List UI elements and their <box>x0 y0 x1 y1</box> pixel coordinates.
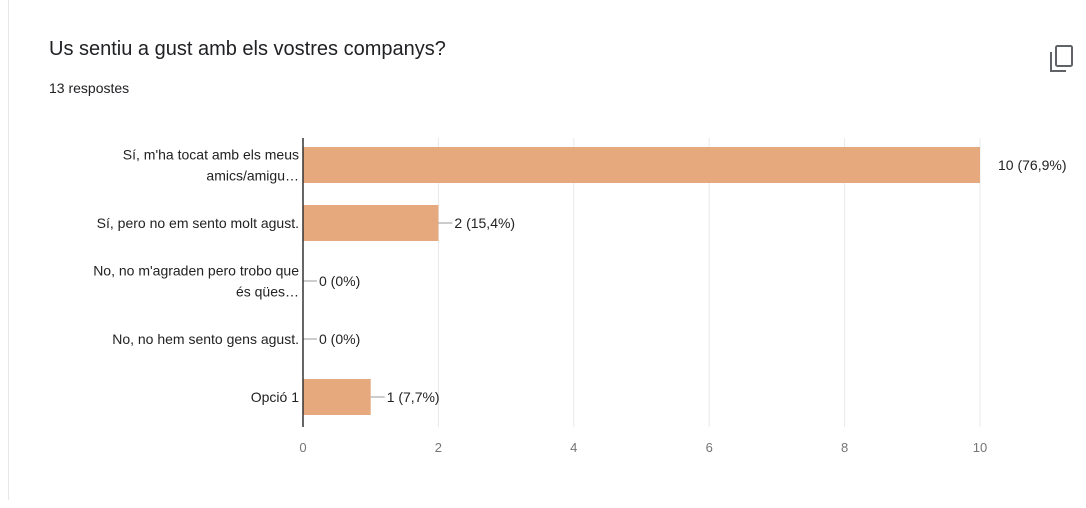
bar <box>303 205 439 241</box>
category-label: Sí, m'ha tocat amb els meus <box>123 147 299 163</box>
category-label: Opció 1 <box>251 389 299 405</box>
data-label: 1 (7,7%) <box>387 389 440 405</box>
bar <box>303 147 980 183</box>
question-card: Us sentiu a gust amb els vostres company… <box>8 0 1080 500</box>
copy-chart-button[interactable] <box>1043 40 1079 76</box>
bar <box>303 379 371 415</box>
data-label: 2 (15,4%) <box>454 215 515 231</box>
data-label: 10 (76,9%) <box>998 157 1066 173</box>
x-tick-label: 8 <box>841 440 848 455</box>
x-tick-label: 2 <box>435 440 442 455</box>
category-label: Sí, pero no em sento molt agust. <box>97 215 299 231</box>
copy-icon <box>1050 45 1073 72</box>
data-label: 0 (0%) <box>319 331 360 347</box>
category-label: és qües… <box>236 284 299 300</box>
data-label: 0 (0%) <box>319 273 360 289</box>
x-tick-label: 6 <box>706 440 713 455</box>
category-label: No, no hem sento gens agust. <box>112 331 299 347</box>
question-title: Us sentiu a gust amb els vostres company… <box>49 38 446 60</box>
category-label: No, no m'agraden pero trobo que <box>93 263 299 279</box>
response-count: 13 respostes <box>49 80 130 96</box>
category-label: amics/amigu… <box>206 168 299 184</box>
x-tick-label: 10 <box>973 440 987 455</box>
x-tick-label: 4 <box>570 440 577 455</box>
x-tick-label: 0 <box>299 440 306 455</box>
